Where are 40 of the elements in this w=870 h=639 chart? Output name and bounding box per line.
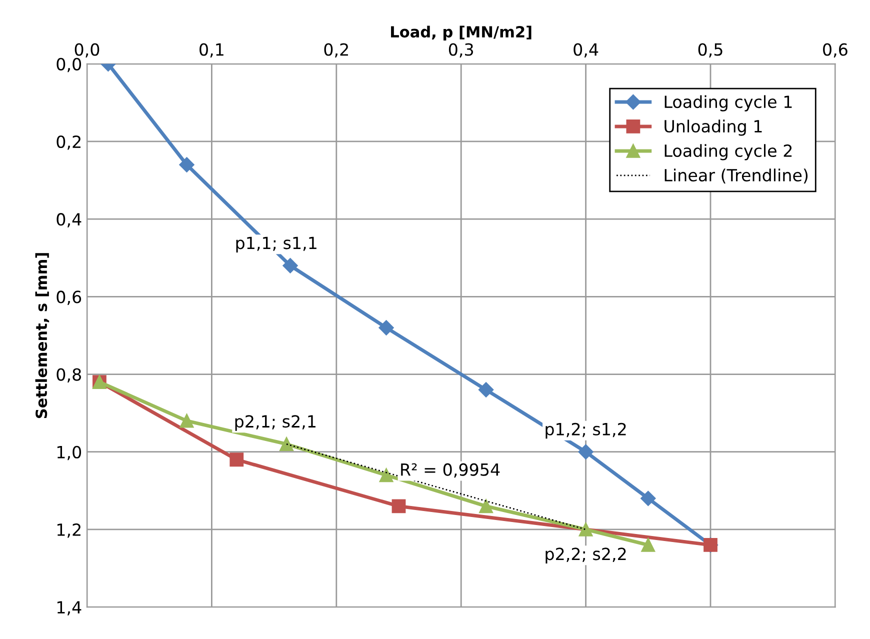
annotation: p2,2; s2,2 <box>546 548 626 564</box>
y-tick-label: 1,4 <box>57 601 82 616</box>
point <box>180 414 194 428</box>
y-tick-label: 0,2 <box>56 135 80 150</box>
x-tick-label: 0,5 <box>698 43 722 58</box>
legend-label: Unloading 1 <box>664 120 762 136</box>
y-tick-label: 1,0 <box>57 446 82 460</box>
annotation: p1,2; s1,2 <box>546 422 626 439</box>
point <box>280 437 294 452</box>
y-axis-title: Settlement, s [mm] <box>35 253 50 418</box>
x-tick-label: 0,2 <box>324 43 348 58</box>
legend-label: Loading cycle 2 <box>664 144 792 160</box>
annotation: p2,1; s2,1 <box>235 415 316 431</box>
point <box>641 538 656 552</box>
point <box>479 499 493 514</box>
point <box>230 452 244 467</box>
y-tick-label: 0,6 <box>56 290 82 305</box>
x-tick-label: 0,1 <box>200 43 224 58</box>
y-tick-label: 0,0 <box>56 58 82 72</box>
point <box>392 499 406 514</box>
annotation: R² = 0,9954 <box>401 463 500 478</box>
x-tick-label: 0,0 <box>74 43 100 58</box>
point <box>379 468 394 482</box>
y-tick-label: 0,8 <box>56 368 81 383</box>
point <box>378 320 394 336</box>
annotation: p1,1; s1,1 <box>236 236 316 252</box>
x-tick-label: 0,3 <box>448 43 474 58</box>
legend-label: Linear (Trendline) <box>664 168 808 184</box>
x-axis-title: Load, p [MN/m2] <box>391 26 532 41</box>
y-tick-label: 0,4 <box>56 213 82 228</box>
legend-label: Loading cycle 1 <box>664 95 792 112</box>
point <box>179 157 194 172</box>
x-tick-label: 0,6 <box>823 43 848 58</box>
point <box>578 522 593 536</box>
point <box>578 444 594 460</box>
x-tick-label: 0,4 <box>574 43 598 58</box>
point <box>640 490 656 506</box>
y-tick-label: 1,2 <box>57 523 80 538</box>
point <box>478 382 494 398</box>
point <box>282 258 298 274</box>
